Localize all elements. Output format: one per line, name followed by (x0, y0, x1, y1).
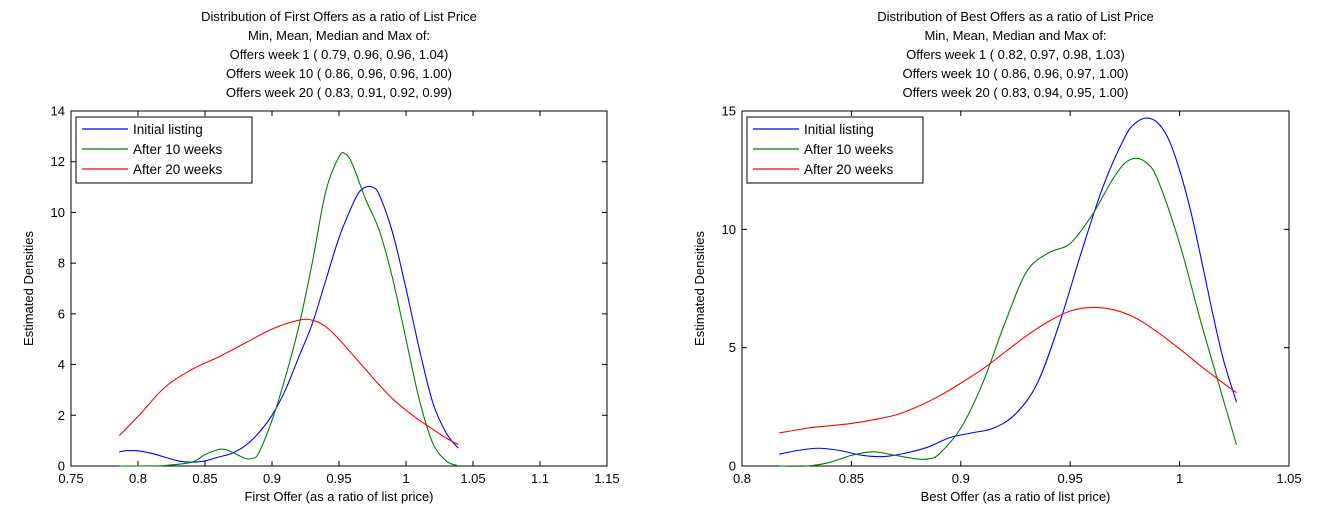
x-tick-label: 1.15 (594, 471, 619, 486)
best-offer-density-chart: Distribution of Best Offers as a ratio o… (692, 9, 1302, 504)
y-tick-label: 0 (729, 459, 736, 474)
y-tick-label: 6 (58, 306, 65, 321)
x-tick-label: 1 (1176, 471, 1183, 486)
y-tick-label: 14 (51, 104, 65, 119)
chart-title-line-5: Offers week 20 ( 0.83, 0.94, 0.95, 1.00) (903, 85, 1129, 100)
y-tick-label: 4 (58, 357, 65, 372)
first-offer-chart-panel: Distribution of First Offers as a ratio … (21, 9, 620, 504)
x-tick-label: 0.8 (129, 471, 147, 486)
series-line-2 (779, 157, 1238, 467)
x-tick-label: 0.9 (263, 471, 281, 486)
x-tick-label: 0.9 (952, 471, 970, 486)
series-line-3 (779, 306, 1237, 434)
legend-label-3: After 20 weeks (133, 162, 223, 177)
y-tick-label: 10 (51, 205, 65, 220)
series-line-3 (118, 318, 459, 445)
y-tick-label: 2 (58, 408, 65, 423)
y-tick-label: 5 (729, 340, 736, 355)
chart-title-line-2: Min, Mean, Median and Max of: (248, 28, 430, 43)
y-tick-label: 0 (58, 459, 65, 474)
x-tick-label: 0.8 (733, 471, 751, 486)
x-tick-label: 0.95 (1058, 471, 1083, 486)
y-tick-label: 15 (722, 104, 736, 119)
y-axis-label: Estimated Densities (692, 231, 707, 346)
chart-title-line-5: Offers week 20 ( 0.83, 0.91, 0.92, 0.99) (226, 85, 452, 100)
x-axis-label: First Offer (as a ratio of list price) (244, 489, 433, 504)
chart-title-line-2: Min, Mean, Median and Max of: (924, 28, 1106, 43)
x-tick-label: 1.1 (531, 471, 549, 486)
legend-label-1: Initial listing (804, 122, 874, 137)
legend-box (75, 116, 253, 184)
x-tick-label: 0.85 (839, 471, 864, 486)
chart-title-line-4: Offers week 10 ( 0.86, 0.96, 0.96, 1.00) (226, 66, 452, 81)
best-offer-chart-panel: Distribution of Best Offers as a ratio o… (659, 0, 1319, 512)
chart-title-line-1: Distribution of First Offers as a ratio … (201, 9, 477, 24)
chart-title-line-4: Offers week 10 ( 0.86, 0.96, 0.97, 1.00) (903, 66, 1129, 81)
first-offer-density-chart: Distribution of First Offers as a ratio … (21, 9, 620, 504)
legend-label-3: After 20 weeks (804, 162, 894, 177)
x-tick-label: 0.95 (326, 471, 351, 486)
chart-title-line-3: Offers week 1 ( 0.82, 0.97, 0.98, 1.03) (906, 47, 1125, 62)
chart-title-line-3: Offers week 1 ( 0.79, 0.96, 0.96, 1.04) (230, 47, 449, 62)
legend-box (746, 116, 924, 184)
y-tick-label: 10 (722, 222, 736, 237)
series-line-1 (779, 117, 1238, 458)
series-line-1 (119, 185, 459, 463)
x-tick-label: 0.85 (192, 471, 217, 486)
legend-label-2: After 10 weeks (804, 142, 894, 157)
x-tick-label: 1.05 (460, 471, 485, 486)
legend-label-2: After 10 weeks (133, 142, 223, 157)
plot-area-frame (741, 110, 1290, 467)
x-tick-label: 1.05 (1276, 471, 1301, 486)
y-tick-label: 8 (58, 256, 65, 271)
x-tick-label: 1 (402, 471, 409, 486)
y-tick-label: 12 (51, 154, 65, 169)
x-axis-label: Best Offer (as a ratio of list price) (921, 489, 1111, 504)
y-axis-label: Estimated Densities (21, 231, 36, 346)
chart-title-line-1: Distribution of Best Offers as a ratio o… (877, 9, 1154, 24)
legend-label-1: Initial listing (133, 122, 203, 137)
series-line-2 (119, 151, 458, 467)
x-tick-label: 0.75 (58, 471, 83, 486)
